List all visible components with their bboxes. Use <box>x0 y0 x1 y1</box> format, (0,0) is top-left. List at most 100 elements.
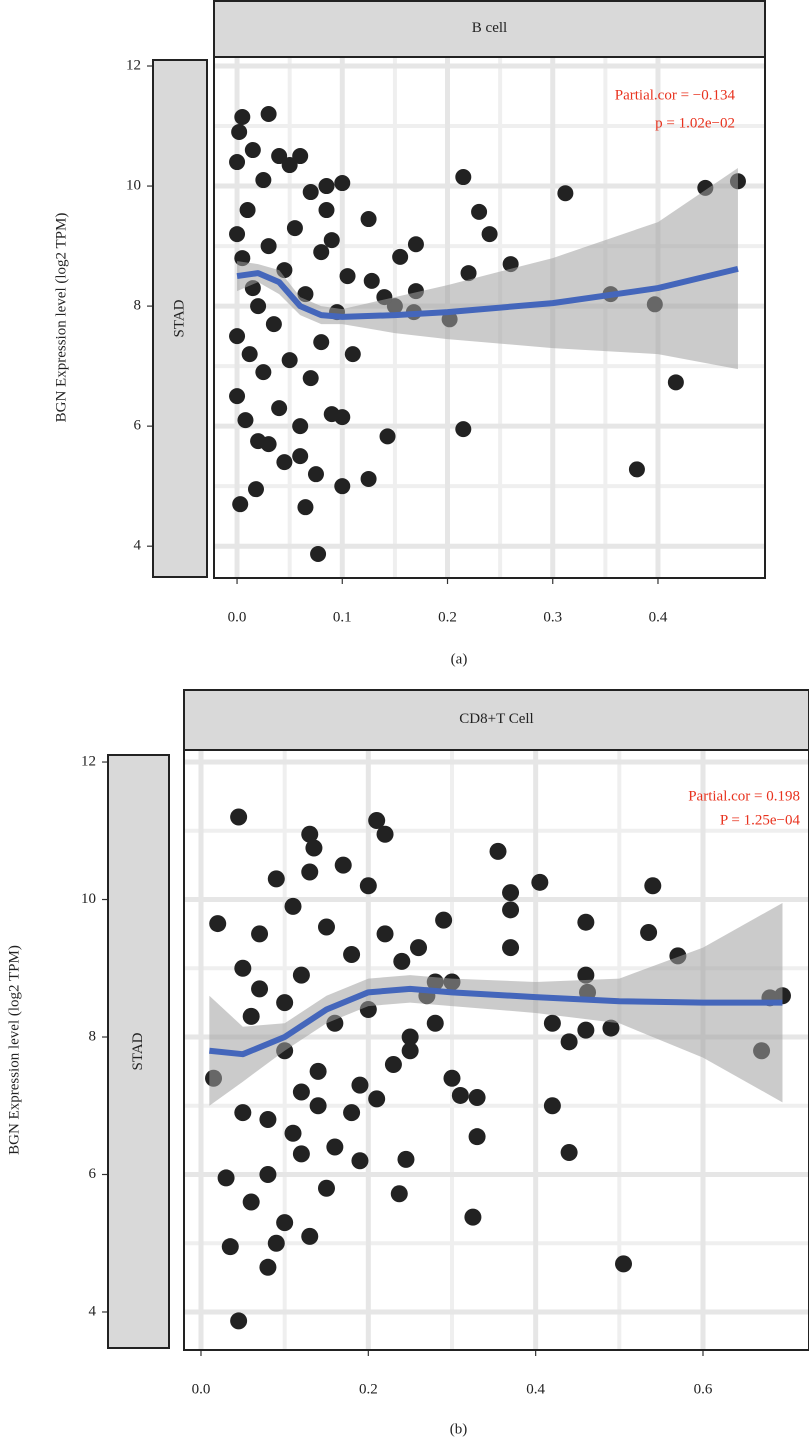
scatter-point <box>667 374 684 391</box>
scatter-point <box>471 203 488 220</box>
x-tick-label: 0.6 <box>694 1381 713 1397</box>
x-tick-label: 0.1 <box>333 609 352 625</box>
y-axis-label: BGN Expression level (log2 TPM) <box>53 213 69 423</box>
scatter-point <box>302 370 319 387</box>
scatter-point <box>221 1238 239 1256</box>
scatter-point <box>334 478 351 495</box>
scatter-point <box>284 1124 302 1142</box>
scatter-point <box>259 1165 277 1183</box>
y-tick-label: 4 <box>89 1303 97 1319</box>
y-tick-label: 12 <box>81 753 96 769</box>
scatter-point <box>334 409 351 426</box>
x-tick-label: 0.2 <box>438 609 457 625</box>
scatter-point <box>251 925 269 943</box>
scatter-point <box>326 1138 344 1156</box>
scatter-point <box>502 939 520 957</box>
scatter-point <box>426 1014 444 1032</box>
row-strip <box>107 754 170 1349</box>
scatter-point <box>242 1007 260 1025</box>
scatter-point <box>292 418 309 435</box>
scatter-point <box>255 172 272 189</box>
scatter-point <box>281 352 298 369</box>
scatter-point <box>644 877 662 895</box>
scatter-point <box>230 1312 248 1330</box>
y-tick-label: 10 <box>81 891 96 907</box>
scatter-point <box>615 1255 633 1273</box>
scatter-point <box>229 154 246 171</box>
scatter-point <box>307 466 324 483</box>
scatter-point <box>397 1150 415 1168</box>
scatter-point <box>468 1089 486 1107</box>
scatter-point <box>368 811 386 829</box>
annotation: P = 1.25e−04 <box>720 812 801 828</box>
scatter-point <box>292 966 310 984</box>
x-tick-label: 0.3 <box>543 609 562 625</box>
fit-line <box>209 985 783 1058</box>
scatter-point <box>276 1214 294 1232</box>
scatter-point <box>260 436 277 453</box>
scatter-point <box>234 109 251 126</box>
scatter-point <box>577 913 595 931</box>
scatter-point <box>640 924 658 942</box>
x-tick-label: 0.2 <box>359 1381 378 1397</box>
scatter-point <box>455 421 472 438</box>
scatter-point <box>489 842 507 860</box>
scatter-point <box>281 157 298 174</box>
scatter-point <box>286 220 303 237</box>
annotation: Partial.cor = −0.134 <box>615 87 736 103</box>
scatter-point <box>376 925 394 943</box>
scatter-point <box>297 499 314 516</box>
column-strip <box>183 689 809 751</box>
scatter-point <box>379 428 396 445</box>
scatter-point <box>502 884 520 902</box>
scatter-point <box>481 226 498 243</box>
scatter-point <box>229 226 246 243</box>
scatter-point <box>250 298 267 315</box>
scatter-point <box>301 825 319 843</box>
row-strip <box>152 59 208 578</box>
scatter-point <box>259 1111 277 1129</box>
scatter-point <box>317 918 335 936</box>
scatter-point <box>313 244 330 261</box>
scatter-point <box>343 1104 361 1122</box>
scatter-point <box>339 268 356 285</box>
scatter-point <box>531 873 549 891</box>
scatter-point <box>229 328 246 345</box>
scatter-point <box>242 1193 260 1211</box>
scatter-point <box>602 1019 620 1037</box>
scatter-point <box>217 1169 235 1187</box>
scatter-point <box>247 481 264 498</box>
scatter-point <box>334 175 351 192</box>
scatter-point <box>276 994 294 1012</box>
scatter-point <box>557 185 574 202</box>
scatter-point <box>260 238 277 255</box>
scatter-point <box>368 1090 386 1108</box>
scatter-point <box>271 148 288 165</box>
scatter-point <box>292 448 309 465</box>
scatter-point <box>241 346 258 363</box>
scatter-point <box>384 1056 402 1074</box>
x-tick-label: 0.4 <box>649 609 668 625</box>
scatter-point <box>255 364 272 381</box>
scatter-point <box>376 825 394 843</box>
scatter-point <box>351 1152 369 1170</box>
scatter-point <box>363 272 380 289</box>
scatter-point <box>267 1234 285 1252</box>
scatter-point <box>334 856 352 874</box>
scatter-point <box>360 211 377 228</box>
annotation: Partial.cor = 0.198 <box>688 788 800 804</box>
scatter-point <box>251 980 269 998</box>
scatter-point <box>560 1143 578 1161</box>
x-tick-label: 0.4 <box>526 1381 545 1397</box>
scatter-point <box>305 839 323 857</box>
scatter-point <box>209 915 227 933</box>
scatter-point <box>276 454 293 471</box>
y-tick-label: 12 <box>126 57 141 73</box>
scatter-point <box>343 946 361 964</box>
scatter-point <box>230 808 248 826</box>
scatter-point <box>443 1069 461 1087</box>
scatter-point <box>267 870 285 888</box>
annotation: p = 1.02e−02 <box>655 115 735 131</box>
scatter-point <box>309 1097 327 1115</box>
